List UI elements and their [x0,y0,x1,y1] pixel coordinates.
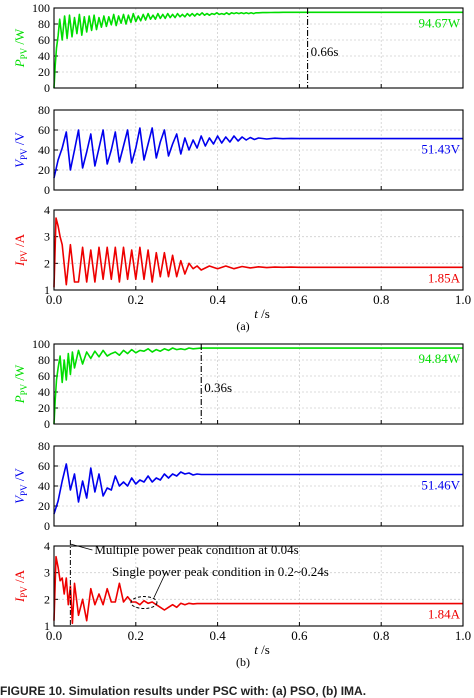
panel-current: 1 2 3 4 IPV /A 1.85A [12,203,464,297]
annotation-multiple-peak: Multiple power peak condition at 0.04s [94,542,298,557]
convergence-marker-label: 0.66s [311,44,339,59]
y-tick-label: 40 [38,143,50,157]
subfigure-tag: (b) [236,655,250,669]
y-tick-label: 20 [38,499,50,513]
y-tick-label: 60 [38,369,50,383]
plot-frame [53,109,464,191]
subfigure-tag: (a) [236,319,249,333]
annotation-leader [70,543,93,551]
x-axis-label: t /s [254,306,270,321]
plot-frame [53,7,464,89]
plot-frame [53,209,464,291]
panel-voltage: 0 20 40 60 80 VPV /V 51.46V [12,439,464,533]
x-tick-label: 1.0 [455,628,471,643]
x-tick-label: 0.4 [209,628,226,643]
end-value-label-voltage: 51.43V [421,142,460,157]
y-tick-label: 80 [38,439,50,453]
end-value-label-power: 94.84W [418,351,460,366]
y-tick-label: 0 [44,519,50,533]
end-value-label-power: 94.67W [418,15,460,30]
y-tick-label: 2 [44,592,50,606]
end-value-label-voltage: 51.46V [421,478,460,493]
y-axis-label-power: PPV /W [12,364,29,404]
x-tick-label: 0.0 [46,292,62,307]
annotation-single-peak: Single power peak condition in 0.2~0.24s [112,564,329,579]
figure-caption: FIGURE 10. Simulation results under PSC … [0,684,367,698]
y-tick-label: 40 [38,49,50,63]
series-line-voltage [53,127,463,179]
x-tick-label: 0.8 [373,292,389,307]
y-tick-label: 3 [44,566,50,580]
annotation-ellipse [130,596,158,610]
y-tick-label: 60 [38,459,50,473]
x-tick-label: 0.6 [291,628,308,643]
x-tick-label: 0.6 [291,292,308,307]
y-axis-label-current: IPV /A [12,569,29,603]
y-tick-label: 3 [44,230,50,244]
y-tick-label: 20 [38,163,50,177]
y-tick-label: 2 [44,256,50,270]
y-axis-label-power: PPV /W [12,28,29,68]
end-value-label-current: 1.84A [428,607,461,622]
y-tick-label: 20 [38,401,50,415]
plot-frame [53,445,464,527]
y-tick-label: 80 [38,103,50,117]
annotation-leader [153,571,167,598]
y-tick-label: 60 [38,33,50,47]
y-tick-label: 80 [38,353,50,367]
y-tick-label: 100 [32,1,50,15]
panel-voltage: 0 20 40 60 80 VPV /V 51.43V [12,103,464,197]
x-tick-label: 0.4 [209,292,226,307]
y-tick-label: 1 [44,619,50,633]
y-tick-label: 80 [38,17,50,31]
x-tick-label: 0.0 [46,628,62,643]
series-line-power [53,347,463,425]
y-tick-label: 40 [38,385,50,399]
y-tick-label: 20 [38,65,50,79]
y-tick-label: 4 [44,539,50,553]
convergence-marker-label: 0.36s [204,380,232,395]
plot-frame [53,343,464,425]
x-tick-label: 0.8 [373,628,389,643]
x-tick-label: 0.2 [128,292,144,307]
plot-frame [53,545,464,627]
y-tick-label: 0 [44,183,50,197]
x-tick-label: 1.0 [455,292,471,307]
y-tick-label: 0 [44,81,50,95]
y-axis-label-voltage: VPV /V [12,132,29,168]
x-tick-label: 0.2 [128,628,144,643]
end-value-label-current: 1.85A [428,270,461,285]
y-tick-label: 40 [38,479,50,493]
panel-current: 1 2 3 4 IPV /A 1.84A Multiple power peak condi… [12,539,464,633]
y-tick-label: 4 [44,203,50,217]
y-tick-label: 100 [32,337,50,351]
y-axis-label-current: IPV /A [12,233,29,267]
y-tick-label: 60 [38,123,50,137]
y-tick-label: 1 [44,283,50,297]
y-tick-label: 0 [44,417,50,431]
y-axis-label-voltage: VPV /V [12,468,29,504]
series-line-current [53,217,463,288]
series-line-voltage [53,463,463,515]
x-axis-label: t /s [254,642,270,657]
series-line-power [53,11,463,89]
series-line-current [53,555,463,625]
